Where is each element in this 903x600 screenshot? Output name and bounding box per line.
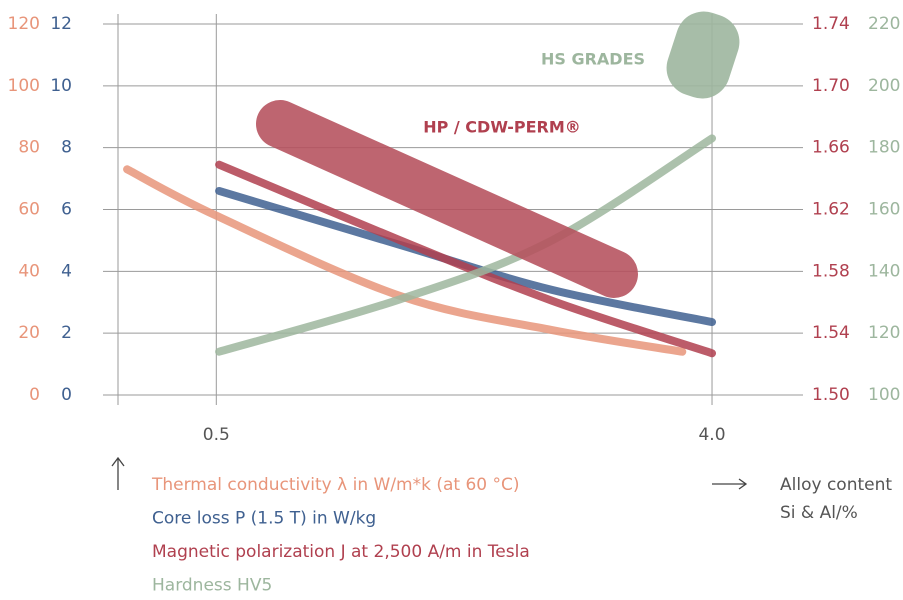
y-tick-label: 2 xyxy=(61,323,72,343)
y-tick-label: 180 xyxy=(868,138,900,158)
hs-blob xyxy=(666,11,740,99)
legend-label: Thermal conductivity λ in W/m*k (at 60 °… xyxy=(151,475,520,495)
legend-label: Hardness HV5 xyxy=(152,576,272,596)
y-tick-label: 1.58 xyxy=(812,261,850,281)
y-tick-label: 0 xyxy=(61,385,72,405)
y-tick-label: 0 xyxy=(29,385,40,405)
y-tick-label: 6 xyxy=(61,200,72,220)
y-tick-label: 20 xyxy=(18,323,40,343)
y-tick-label: 12 xyxy=(50,14,72,34)
right-arrow xyxy=(712,478,748,490)
hp-band xyxy=(256,100,638,298)
y-tick-label: 1.70 xyxy=(812,76,850,96)
y-tick-label: 140 xyxy=(868,261,900,281)
legend-label: Core loss P (1.5 T) in W/kg xyxy=(152,509,376,529)
y-tick-label: 4 xyxy=(61,261,72,281)
y-tick-label: 1.66 xyxy=(812,138,850,158)
up-arrow xyxy=(111,456,125,490)
y-tick-label: 1.54 xyxy=(812,323,850,343)
series-line xyxy=(215,134,717,356)
legend-label: Magnetic polarization J at 2,500 A/m in … xyxy=(152,542,530,562)
annotation: HS GRADES xyxy=(541,50,645,69)
y-tick-label: 1.62 xyxy=(812,200,850,220)
y-tick-label: 60 xyxy=(18,200,40,220)
y-tick-label: 1.50 xyxy=(812,385,850,405)
y-tick-label: 100 xyxy=(8,76,40,96)
y-tick-label: 40 xyxy=(18,261,40,281)
y-tick-label: 120 xyxy=(8,14,40,34)
annotation: HP / CDW-PERM® xyxy=(423,118,581,137)
x-label: Alloy content xyxy=(780,475,892,495)
y-tick-label: 200 xyxy=(868,76,900,96)
y-tick-label: 8 xyxy=(61,138,72,158)
y-tick-label: 1.74 xyxy=(812,14,850,34)
y-tick-label: 220 xyxy=(868,14,900,34)
x-tick-label: 0.5 xyxy=(203,425,230,445)
x-label: Si & Al/% xyxy=(780,503,858,523)
y-tick-label: 10 xyxy=(50,76,72,96)
series-line xyxy=(215,160,717,358)
x-tick-label: 4.0 xyxy=(698,425,725,445)
y-tick-label: 80 xyxy=(18,138,40,158)
y-tick-label: 100 xyxy=(868,385,900,405)
y-tick-label: 120 xyxy=(868,323,900,343)
y-tick-label: 160 xyxy=(868,200,900,220)
